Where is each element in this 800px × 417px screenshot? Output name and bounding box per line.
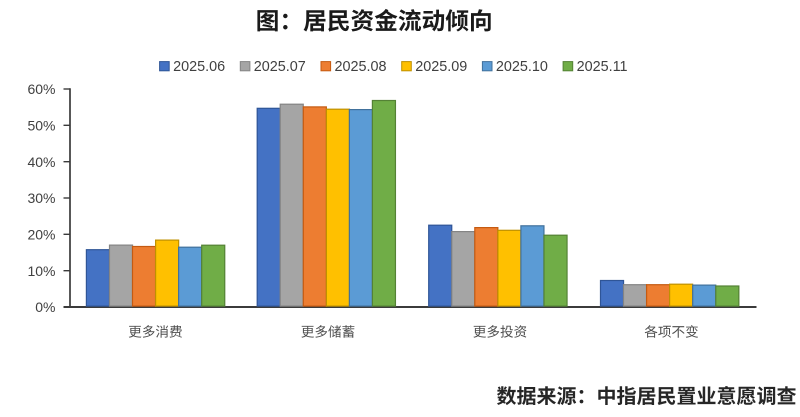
svg-text:2025.06: 2025.06 [173, 59, 225, 75]
svg-text:10%: 10% [27, 263, 55, 279]
svg-text:50%: 50% [27, 117, 55, 133]
svg-text:20%: 20% [27, 226, 55, 242]
svg-text:30%: 30% [27, 190, 55, 206]
svg-text:2025.10: 2025.10 [496, 59, 548, 75]
svg-text:0%: 0% [35, 299, 55, 315]
svg-text:2025.07: 2025.07 [254, 59, 306, 75]
svg-text:2025.11: 2025.11 [577, 59, 628, 75]
svg-text:60%: 60% [27, 81, 55, 97]
svg-text:40%: 40% [27, 154, 55, 170]
svg-text:2025.09: 2025.09 [415, 59, 467, 75]
svg-text:2025.08: 2025.08 [335, 59, 387, 75]
